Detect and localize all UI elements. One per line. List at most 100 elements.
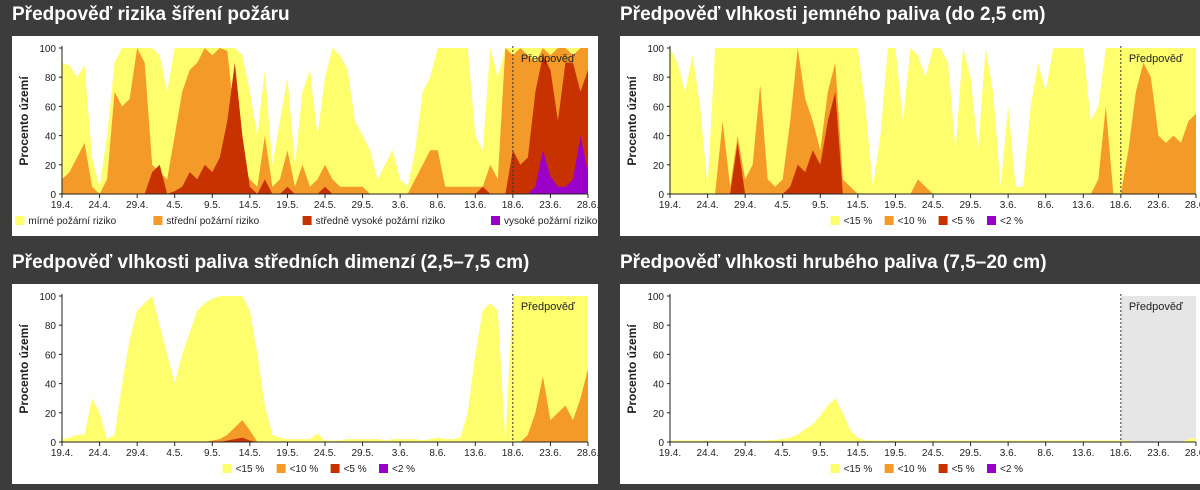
x-tick-label: 29.5.	[351, 448, 373, 459]
panel-medium-fuel-moisture: Předpověď vlhkosti paliva středních dime…	[10, 248, 598, 490]
x-tick-label: 4.5.	[774, 448, 791, 459]
legend-label: <5 %	[952, 464, 975, 475]
x-tick-label: 9.5.	[812, 448, 829, 459]
chart-coarse-fuel-moisture: 0 20 40 60 80 100 19.4. 24.4. 29.4. 4.5. 9.5. 14.5.…	[620, 284, 1200, 484]
y-tick-label: 100	[647, 44, 664, 55]
legend-swatch	[223, 464, 232, 473]
legend-label: <15 %	[844, 216, 873, 227]
legend-swatch	[885, 216, 894, 225]
x-tick-label: 29.4.	[734, 448, 756, 459]
legend-label: <15 %	[236, 464, 265, 475]
legend: <15 % <10 % <5 % <2 %	[831, 464, 1024, 475]
legend: <15 % <10 % <5 % <2 %	[831, 216, 1024, 227]
forecast-background	[1121, 296, 1196, 442]
x-tick-label: 13.6.	[1072, 200, 1094, 211]
x-tick-label: 23.6.	[1147, 200, 1169, 211]
y-tick-label: 100	[647, 292, 664, 303]
legend-swatch	[939, 216, 948, 225]
chart-container: 0 20 40 60 80 100 19.4. 24.4. 29.4. 4.5. 9.5. 14.5.…	[620, 36, 1200, 236]
x-tick-label: 28.6.	[1185, 448, 1200, 459]
y-tick-label: 40	[653, 132, 665, 143]
x-tick-label: 24.4.	[696, 448, 718, 459]
legend-label: mírné požární riziko	[28, 216, 116, 227]
x-tick-label: 29.5.	[959, 448, 981, 459]
x-tick-label: 3.6.	[1000, 200, 1017, 211]
legend-label: <5 %	[344, 464, 367, 475]
x-tick-label: 23.6.	[1147, 448, 1169, 459]
x-tick-label: 9.5.	[204, 448, 221, 459]
x-tick-label: 23.6.	[539, 448, 561, 459]
legend-label: <10 %	[898, 464, 927, 475]
y-tick-label: 20	[653, 161, 665, 172]
y-tick-label: 20	[653, 409, 665, 420]
legend-label: <2 %	[1000, 464, 1023, 475]
x-tick-label: 8.6.	[1037, 200, 1054, 211]
x-tick-label: 14.5.	[847, 200, 869, 211]
x-tick-label: 24.4.	[696, 200, 718, 211]
chart-fire-spread-risk: 0 20 40 60 80 100 19.4. 24.4. 29.4. 4.5. 9.5. 14.5.…	[12, 36, 598, 236]
x-tick-label: 24.5.	[314, 448, 336, 459]
y-tick-label: 80	[653, 321, 665, 332]
legend: <15 % <10 % <5 % <2 %	[223, 464, 416, 475]
x-tick-label: 18.6.	[502, 448, 524, 459]
forecast-label: Předpověď	[1129, 53, 1183, 65]
legend-label: <2 %	[392, 464, 415, 475]
y-tick-label: 40	[45, 380, 57, 391]
x-tick-label: 18.6.	[1110, 448, 1132, 459]
legend-swatch	[885, 464, 894, 473]
series-area-1	[62, 296, 588, 442]
legend-label: <10 %	[290, 464, 319, 475]
legend: mírné požární riziko střední požární rizi…	[15, 216, 597, 227]
legend-swatch	[831, 464, 840, 473]
y-axis-label: Procento území	[625, 324, 639, 414]
chart-container: 0 20 40 60 80 100 19.4. 24.4. 29.4. 4.5. 9.5. 14.5.…	[12, 284, 598, 484]
y-tick-label: 40	[45, 132, 57, 143]
y-axis-label: Procento území	[17, 324, 31, 414]
x-tick-label: 18.6.	[502, 200, 524, 211]
x-tick-label: 24.4.	[88, 200, 110, 211]
x-tick-label: 23.6.	[539, 200, 561, 211]
legend-swatch	[379, 464, 388, 473]
y-tick-label: 100	[39, 44, 56, 55]
panel-title: Předpověď vlhkosti hrubého paliva (7,5–2…	[620, 252, 1047, 274]
series-area-1	[670, 398, 1196, 442]
legend-swatch	[939, 464, 948, 473]
x-tick-label: 13.6.	[464, 448, 486, 459]
x-tick-label: 3.6.	[1000, 448, 1017, 459]
forecast-label: Předpověď	[521, 301, 575, 313]
chart-medium-fuel-moisture: 0 20 40 60 80 100 19.4. 24.4. 29.4. 4.5. 9.5. 14.5.…	[12, 284, 598, 484]
x-tick-label: 14.5.	[239, 200, 261, 211]
x-tick-label: 8.6.	[429, 200, 446, 211]
x-tick-label: 19.5.	[276, 448, 298, 459]
x-tick-label: 18.6.	[1110, 200, 1132, 211]
y-axis-label: Procento území	[625, 76, 639, 166]
x-tick-label: 19.4.	[659, 448, 681, 459]
legend-label: <5 %	[952, 216, 975, 227]
y-axis-label: Procento území	[17, 76, 31, 166]
x-tick-label: 4.5.	[166, 200, 183, 211]
y-tick-label: 80	[45, 321, 57, 332]
x-tick-label: 19.4.	[659, 200, 681, 211]
x-tick-label: 19.5.	[276, 200, 298, 211]
x-tick-label: 19.5.	[884, 448, 906, 459]
y-tick-label: 20	[45, 409, 57, 420]
legend-swatch	[831, 216, 840, 225]
legend-label: vysoké požární riziko	[504, 216, 598, 227]
x-tick-label: 13.6.	[464, 200, 486, 211]
chart-container: 0 20 40 60 80 100 19.4. 24.4. 29.4. 4.5. 9.5. 14.5.…	[12, 36, 598, 236]
legend-swatch	[987, 464, 996, 473]
x-tick-label: 14.5.	[239, 448, 261, 459]
x-tick-label: 28.6.	[577, 200, 598, 211]
panel-title: Předpověď vlhkosti jemného paliva (do 2,…	[620, 4, 1045, 26]
y-tick-label: 80	[45, 73, 57, 84]
legend-label: střední požární riziko	[166, 216, 259, 227]
panel-title: Předpověď rizika šíření požáru	[12, 4, 290, 26]
x-tick-label: 19.5.	[884, 200, 906, 211]
x-tick-label: 13.6.	[1072, 448, 1094, 459]
x-tick-label: 24.4.	[88, 448, 110, 459]
legend-label: <2 %	[1000, 216, 1023, 227]
legend-swatch	[15, 216, 24, 225]
x-tick-label: 24.5.	[922, 448, 944, 459]
x-tick-label: 3.6.	[392, 448, 409, 459]
legend-swatch	[277, 464, 286, 473]
